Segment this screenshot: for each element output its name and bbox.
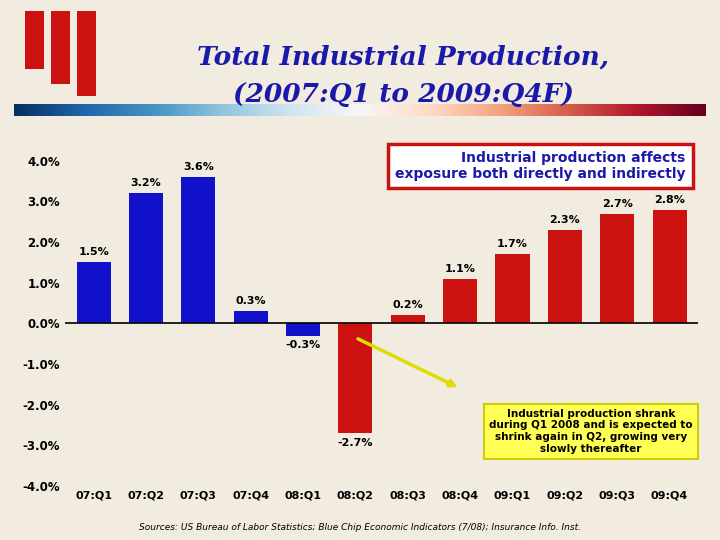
FancyBboxPatch shape — [24, 11, 44, 69]
Text: 3.6%: 3.6% — [183, 162, 214, 172]
Bar — [495, 254, 529, 323]
Text: 1.5%: 1.5% — [78, 247, 109, 258]
Bar — [443, 279, 477, 323]
Bar — [286, 323, 320, 335]
FancyBboxPatch shape — [50, 11, 70, 84]
FancyBboxPatch shape — [76, 11, 96, 96]
Text: Industrial production affects
exposure both directly and indirectly: Industrial production affects exposure b… — [395, 151, 685, 181]
Text: 3.2%: 3.2% — [130, 178, 161, 188]
Bar — [181, 177, 215, 323]
Bar — [652, 210, 687, 323]
Text: 0.2%: 0.2% — [392, 300, 423, 310]
Text: -0.3%: -0.3% — [285, 340, 320, 350]
Text: 0.3%: 0.3% — [235, 296, 266, 306]
Bar — [234, 311, 268, 323]
Text: 2.7%: 2.7% — [602, 199, 633, 208]
Text: 2.3%: 2.3% — [549, 215, 580, 225]
Bar — [338, 323, 372, 433]
Bar — [548, 230, 582, 323]
Text: -2.7%: -2.7% — [338, 438, 373, 448]
Bar — [76, 262, 111, 323]
Text: (2007:Q1 to 2009:Q4F): (2007:Q1 to 2009:Q4F) — [233, 82, 574, 107]
Bar — [600, 214, 634, 323]
Text: Total Industrial Production,: Total Industrial Production, — [197, 44, 609, 69]
Text: 2.8%: 2.8% — [654, 194, 685, 205]
Text: Industrial production shrank
during Q1 2008 and is expected to
shrink again in Q: Industrial production shrank during Q1 2… — [490, 409, 693, 454]
Text: 1.1%: 1.1% — [445, 264, 476, 274]
Text: 1.7%: 1.7% — [497, 239, 528, 249]
Bar — [129, 193, 163, 323]
Text: Sources: US Bureau of Labor Statistics; Blue Chip Economic Indicators (7/08); In: Sources: US Bureau of Labor Statistics; … — [139, 523, 581, 532]
Bar — [391, 315, 425, 323]
